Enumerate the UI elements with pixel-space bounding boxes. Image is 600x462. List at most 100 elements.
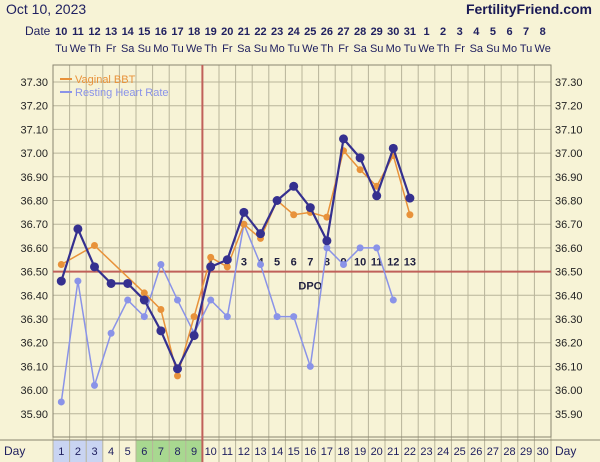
y-tick-label-left: 36.50 — [20, 267, 48, 279]
weekday-label: Tu — [171, 43, 183, 55]
weekday-label: Fr — [455, 43, 466, 55]
temp-point — [355, 153, 365, 163]
bbt-point — [323, 213, 331, 221]
date-label: 17 — [171, 26, 183, 38]
cycle-day-cell — [53, 440, 70, 462]
date-label: 23 — [271, 26, 283, 38]
date-label: 28 — [354, 26, 366, 38]
heart-rate-point — [124, 296, 132, 304]
heart-rate-line — [60, 221, 395, 403]
chart-date: Oct 10, 2023 — [6, 1, 87, 17]
heart-rate-point — [107, 329, 115, 337]
cycle-day-label: 11 — [222, 446, 233, 458]
y-tick-label-left: 37.10 — [20, 124, 48, 136]
cycle-day-label: 13 — [254, 446, 266, 458]
heart-rate-point — [340, 260, 347, 268]
dpo-label: 5 — [274, 257, 280, 269]
date-label: 15 — [138, 26, 150, 38]
weekday-label: Su — [370, 43, 383, 55]
date-label: 16 — [155, 26, 167, 38]
cycle-day-label: 3 — [91, 446, 97, 458]
cycle-day-cell — [69, 440, 87, 462]
weekday-label: Mo — [502, 43, 517, 55]
dpo-label: 3 — [241, 257, 247, 269]
plot-border — [52, 64, 552, 438]
bbt-point — [207, 253, 215, 261]
dpo-label: 7 — [307, 257, 313, 269]
temp-point — [339, 134, 348, 144]
dpo-label: 10 — [354, 257, 366, 269]
date-label: 5 — [490, 26, 496, 38]
weekday-label: Sa — [121, 43, 135, 55]
heart-rate-point — [356, 244, 364, 252]
heart-rate-point — [323, 244, 331, 252]
weekday-label: Fr — [338, 43, 349, 55]
legend-label-hr: Resting Heart Rate — [75, 87, 169, 99]
temp-point — [388, 143, 398, 153]
dpo-label: 6 — [291, 257, 297, 269]
heart-rate-point — [373, 244, 381, 252]
cycle-day-label: 5 — [125, 446, 131, 458]
cycle-day-label: 18 — [337, 446, 349, 458]
y-tick-label-left: 36.00 — [20, 385, 48, 397]
weekday-label: Tu — [55, 43, 67, 55]
site-name[interactable]: FertilityFriend.com — [465, 1, 592, 17]
fertile-day-cell — [136, 440, 153, 462]
y-tick-label-left: 36.90 — [20, 172, 48, 184]
y-tick-label-right: 36.90 — [555, 172, 583, 184]
weekday-label: Th — [88, 43, 101, 55]
cycle-day-label: 7 — [158, 446, 164, 458]
weekday-label: Fr — [106, 43, 117, 55]
weekday-label: Tu — [520, 43, 532, 55]
cycle-day-label: 20 — [371, 446, 383, 458]
fertile-day-cell — [152, 440, 170, 462]
weekday-label: Th — [204, 43, 217, 55]
date-label: 4 — [473, 26, 480, 38]
date-label: 26 — [321, 26, 333, 38]
heart-rate-point — [174, 296, 181, 304]
heart-rate-point — [306, 362, 314, 370]
heart-rate-point — [389, 296, 397, 304]
date-label: 10 — [55, 26, 67, 38]
cycle-day-label: 2 — [75, 446, 81, 458]
weekday-label: Mo — [153, 43, 168, 55]
day-row-label-right: Day — [555, 444, 576, 458]
bbt-point — [223, 263, 231, 271]
temp-point — [139, 295, 149, 305]
bbt-point — [140, 289, 148, 297]
y-tick-label-right: 37.20 — [555, 101, 583, 113]
heart-rate-point — [290, 313, 298, 321]
date-label: 20 — [221, 26, 233, 38]
date-label: 29 — [371, 26, 383, 38]
date-label: 21 — [238, 26, 250, 38]
cycle-day-label: 1 — [58, 446, 64, 458]
temp-point — [222, 255, 232, 265]
date-label: 30 — [387, 26, 399, 38]
y-tick-label-left: 36.30 — [20, 314, 48, 326]
weekday-label: Fr — [222, 43, 233, 55]
date-label: 3 — [457, 26, 463, 38]
date-label: 25 — [304, 26, 316, 38]
weekday-label: Mo — [386, 43, 401, 55]
cycle-day-label: 14 — [271, 446, 283, 458]
temp-point — [189, 331, 199, 341]
temp-point — [173, 364, 182, 374]
bbt-point — [356, 166, 364, 174]
y-tick-label-left: 37.20 — [20, 101, 48, 113]
temp-point — [239, 207, 249, 217]
weekday-label: Tu — [404, 43, 416, 55]
weekday-label: Mo — [269, 43, 284, 55]
cycle-day-label: 25 — [454, 446, 466, 458]
y-tick-label-left: 36.60 — [20, 243, 48, 255]
y-tick-label-right: 36.30 — [555, 314, 583, 326]
temp-point — [305, 203, 315, 213]
y-tick-label-left: 36.80 — [20, 196, 48, 208]
temp-line — [60, 136, 411, 372]
y-tick-label-left: 36.10 — [20, 361, 48, 373]
cycle-day-label: 9 — [191, 446, 197, 458]
weekday-label: We — [418, 43, 434, 55]
date-row-label: Date — [25, 24, 51, 38]
temp-point — [272, 196, 282, 205]
y-tick-label-left: 36.20 — [20, 338, 48, 350]
